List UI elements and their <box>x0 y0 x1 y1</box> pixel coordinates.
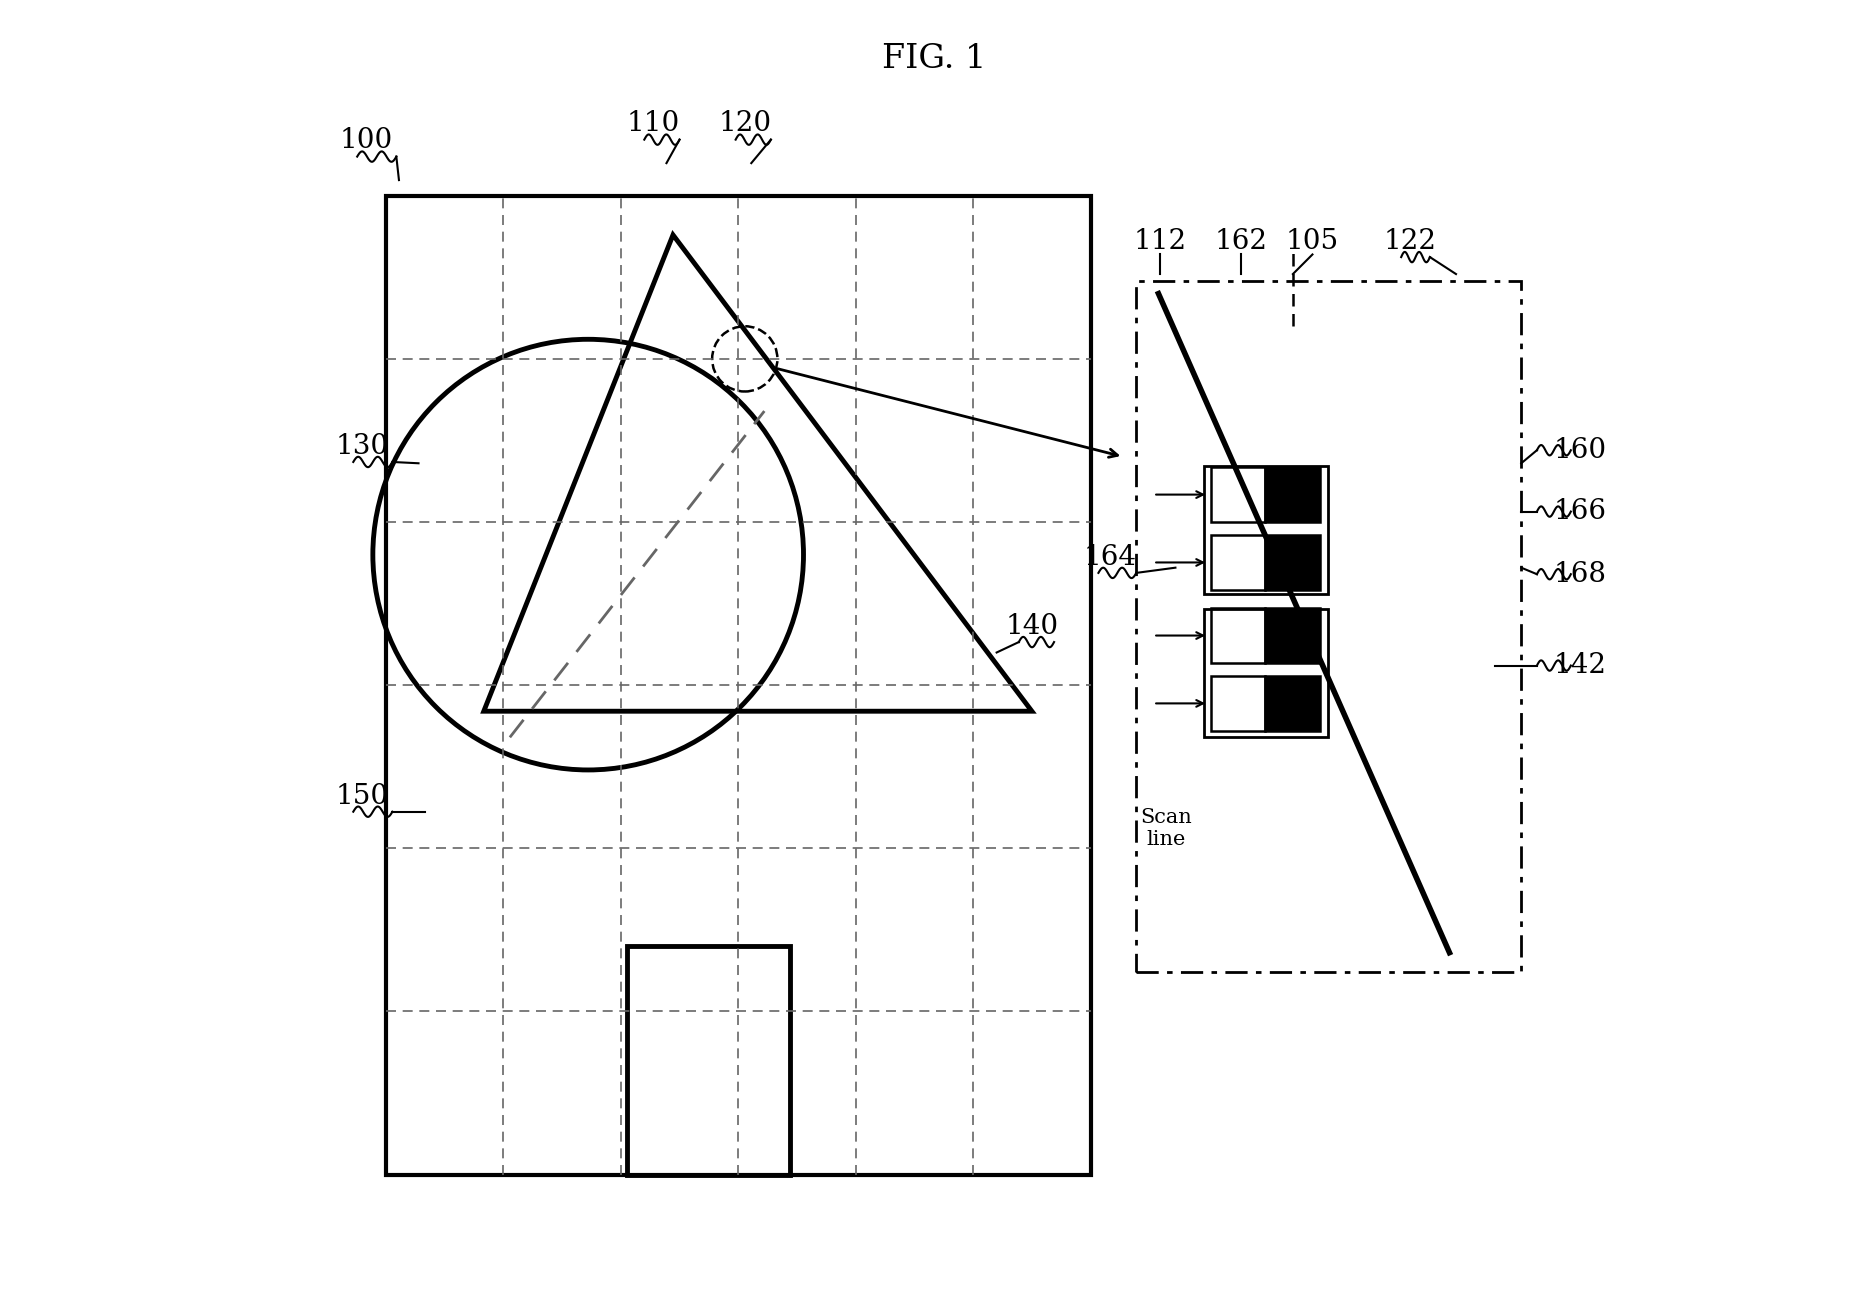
Bar <box>1210 676 1265 731</box>
Bar <box>1136 281 1521 972</box>
Text: Scan
line: Scan line <box>1141 808 1192 850</box>
Text: 122: 122 <box>1384 228 1436 254</box>
Bar <box>1210 608 1265 663</box>
Text: FIG. 1: FIG. 1 <box>882 43 986 74</box>
Bar <box>1265 676 1321 731</box>
Bar <box>1205 609 1328 737</box>
Bar <box>628 946 790 1174</box>
Bar <box>1265 535 1321 590</box>
Text: 150: 150 <box>336 783 389 809</box>
Bar <box>1210 467 1265 522</box>
Text: 130: 130 <box>336 433 389 459</box>
Text: 164: 164 <box>1083 544 1136 570</box>
Text: 142: 142 <box>1554 652 1606 679</box>
Text: 112: 112 <box>1134 228 1186 254</box>
Text: 160: 160 <box>1554 437 1606 463</box>
Bar <box>1205 466 1328 594</box>
Bar <box>1210 535 1265 590</box>
Text: 140: 140 <box>1005 613 1059 639</box>
Bar <box>387 196 1091 1174</box>
Text: 110: 110 <box>628 111 680 137</box>
Text: 120: 120 <box>717 111 771 137</box>
Bar <box>1265 467 1321 522</box>
Text: 162: 162 <box>1214 228 1267 254</box>
Text: 168: 168 <box>1554 561 1606 587</box>
Text: 100: 100 <box>340 128 392 154</box>
Text: 105: 105 <box>1285 228 1339 254</box>
Bar <box>1265 608 1321 663</box>
Text: 166: 166 <box>1554 499 1606 525</box>
